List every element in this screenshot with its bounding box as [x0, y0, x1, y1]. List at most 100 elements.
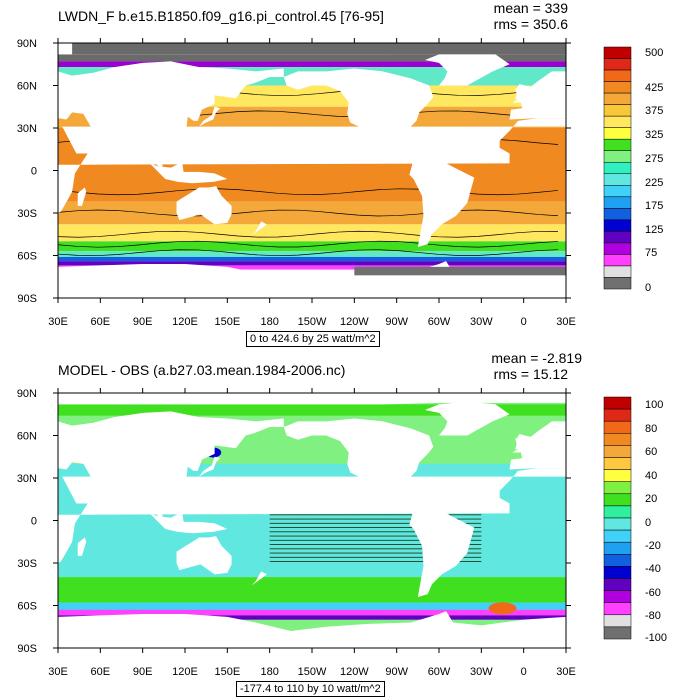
colorbar-swatch	[603, 92, 632, 105]
x-tick-label: 150W	[298, 666, 327, 678]
band-subtropic-s	[58, 201, 566, 225]
rms-text: rms = 350.6	[493, 16, 568, 32]
colorbar-label: -20	[645, 540, 661, 552]
ocean-field	[28, 393, 567, 648]
land-eurasia	[58, 411, 284, 520]
x-tick-label: 60E	[91, 666, 111, 678]
colorbar-swatch	[603, 420, 632, 434]
colorbar-swatch	[603, 481, 632, 495]
colorbar-swatch	[603, 161, 632, 175]
land-madagascar	[77, 537, 87, 556]
x-tick-label: 90W	[385, 316, 408, 328]
colorbar-swatch	[603, 602, 632, 616]
colorbar-label: 125	[645, 224, 663, 236]
y-tick-label: 30S	[17, 558, 37, 570]
colorbar-label: 275	[645, 153, 663, 165]
map-diff: 30E 60E 90E 120E 150E 180 150W 120W 90W 60W 30W 0 30…	[17, 388, 667, 678]
axes: 30E 60E 90E 120E 150E 180 150W 120W 90W 60W 30W 0 30…	[17, 38, 576, 328]
band-green-s	[58, 577, 566, 603]
band-midlat-s	[58, 224, 566, 242]
colorbar: 100 80 60 40 20 0 -20 -40 -60 -80 -100	[603, 396, 667, 644]
land-uk	[515, 438, 526, 450]
colorbar-label: 75	[645, 247, 657, 259]
land-australia	[176, 536, 232, 575]
land-japan	[199, 456, 221, 477]
colorbar-swatch	[603, 566, 632, 579]
colorbar-swatch	[603, 104, 632, 117]
colorbar-swatch	[603, 208, 632, 221]
colorbar-swatch	[603, 138, 632, 151]
y-tick-label: 60N	[17, 81, 37, 93]
land-samerica	[409, 153, 475, 247]
contour-line	[57, 240, 559, 248]
land-namerica	[283, 68, 434, 158]
land-newzealand	[251, 221, 267, 236]
colorbar-swatch	[603, 493, 632, 507]
x-tick-label: 30E	[48, 316, 68, 328]
contour-line	[57, 188, 559, 196]
x-tick-label: 0	[521, 316, 527, 328]
panel-lwdn: 30E 60E 90E 120E 150E 180 150W 120W 90W 60W 30W 0 30…	[17, 0, 663, 347]
land-antarctica	[58, 611, 566, 648]
rms-text: rms = 15.12	[493, 366, 568, 382]
contour-info: 0 to 424.6 by 25 watt/m^2	[246, 331, 380, 347]
chart-title: LWDN_F b.e15.B1850.f09_g16.pi_control.45…	[58, 8, 384, 24]
colorbar-swatch	[603, 81, 632, 94]
land-eurasia	[58, 61, 284, 170]
colorbar-swatch	[603, 46, 632, 59]
band-magenta-s	[58, 609, 566, 616]
x-tick-label: 120W	[340, 666, 369, 678]
colorbar-swatch	[603, 505, 632, 519]
band-ice-n	[58, 54, 566, 62]
panel-diff: 30E 60E 90E 120E 150E 180 150W 120W 90W 60W 30W 0 30…	[0, 350, 700, 700]
colorbar-swatch	[603, 396, 632, 410]
colorbar-label: 80	[645, 423, 657, 435]
y-tick-label: 30N	[17, 123, 37, 135]
colorbar-label: 0	[645, 282, 651, 294]
colorbar-swatch	[603, 115, 632, 128]
colorbar-label: 60	[645, 446, 657, 458]
x-tick-label: 90E	[133, 666, 153, 678]
land-europeW	[509, 71, 566, 120]
x-tick-label: 180	[260, 316, 278, 328]
y-tick-label: 60S	[17, 601, 37, 613]
ocean-field	[28, 43, 567, 298]
mean-text: mean = -2.819	[491, 350, 582, 366]
x-tick-label: 30E	[48, 666, 68, 678]
colorbar-swatch	[603, 554, 632, 567]
y-tick-label: 90N	[17, 38, 37, 50]
colorbar-label: -40	[645, 563, 661, 575]
colorbar-swatch	[603, 469, 632, 482]
y-tick-label: 30S	[17, 208, 37, 220]
land-indonesia	[149, 512, 228, 534]
x-tick-label: 60W	[428, 666, 451, 678]
contour-line	[57, 209, 559, 217]
weddell-anomaly	[488, 602, 517, 615]
x-tick-label: 60E	[91, 316, 111, 328]
x-tick-label: 150W	[298, 316, 327, 328]
y-tick-label: 60N	[17, 431, 37, 443]
land-greenland	[424, 401, 510, 436]
x-tick-label: 30W	[470, 666, 493, 678]
colorbar-swatch	[603, 578, 632, 591]
contour-info: -177.4 to 110 by 10 watt/m^2	[236, 681, 385, 697]
colorbar-swatch	[603, 590, 632, 603]
y-tick-label: 90S	[17, 643, 37, 655]
chart-title: MODEL - OBS (a.b27.03.mean.1984-2006.nc)	[58, 362, 346, 378]
x-tick-label: 0	[521, 666, 527, 678]
colorbar-swatch	[603, 445, 632, 458]
x-tick-label: 120W	[340, 316, 369, 328]
land-madagascar	[77, 187, 87, 206]
land-indonesia	[149, 162, 228, 184]
x-tick-label: 180	[260, 666, 278, 678]
colorbar-swatch	[603, 231, 632, 244]
colorbar-swatch	[603, 196, 632, 209]
land-europeW	[509, 421, 566, 470]
colorbar-label: -100	[645, 632, 667, 644]
colorbar-label: 375	[645, 105, 663, 117]
colorbar-swatch	[603, 173, 632, 186]
map-lwdn: 30E 60E 90E 120E 150E 180 150W 120W 90W 60W 30W 0 30…	[17, 38, 663, 328]
x-tick-label: 90E	[133, 316, 153, 328]
colorbar-swatch	[603, 254, 632, 267]
colorbar-swatch	[603, 185, 632, 198]
